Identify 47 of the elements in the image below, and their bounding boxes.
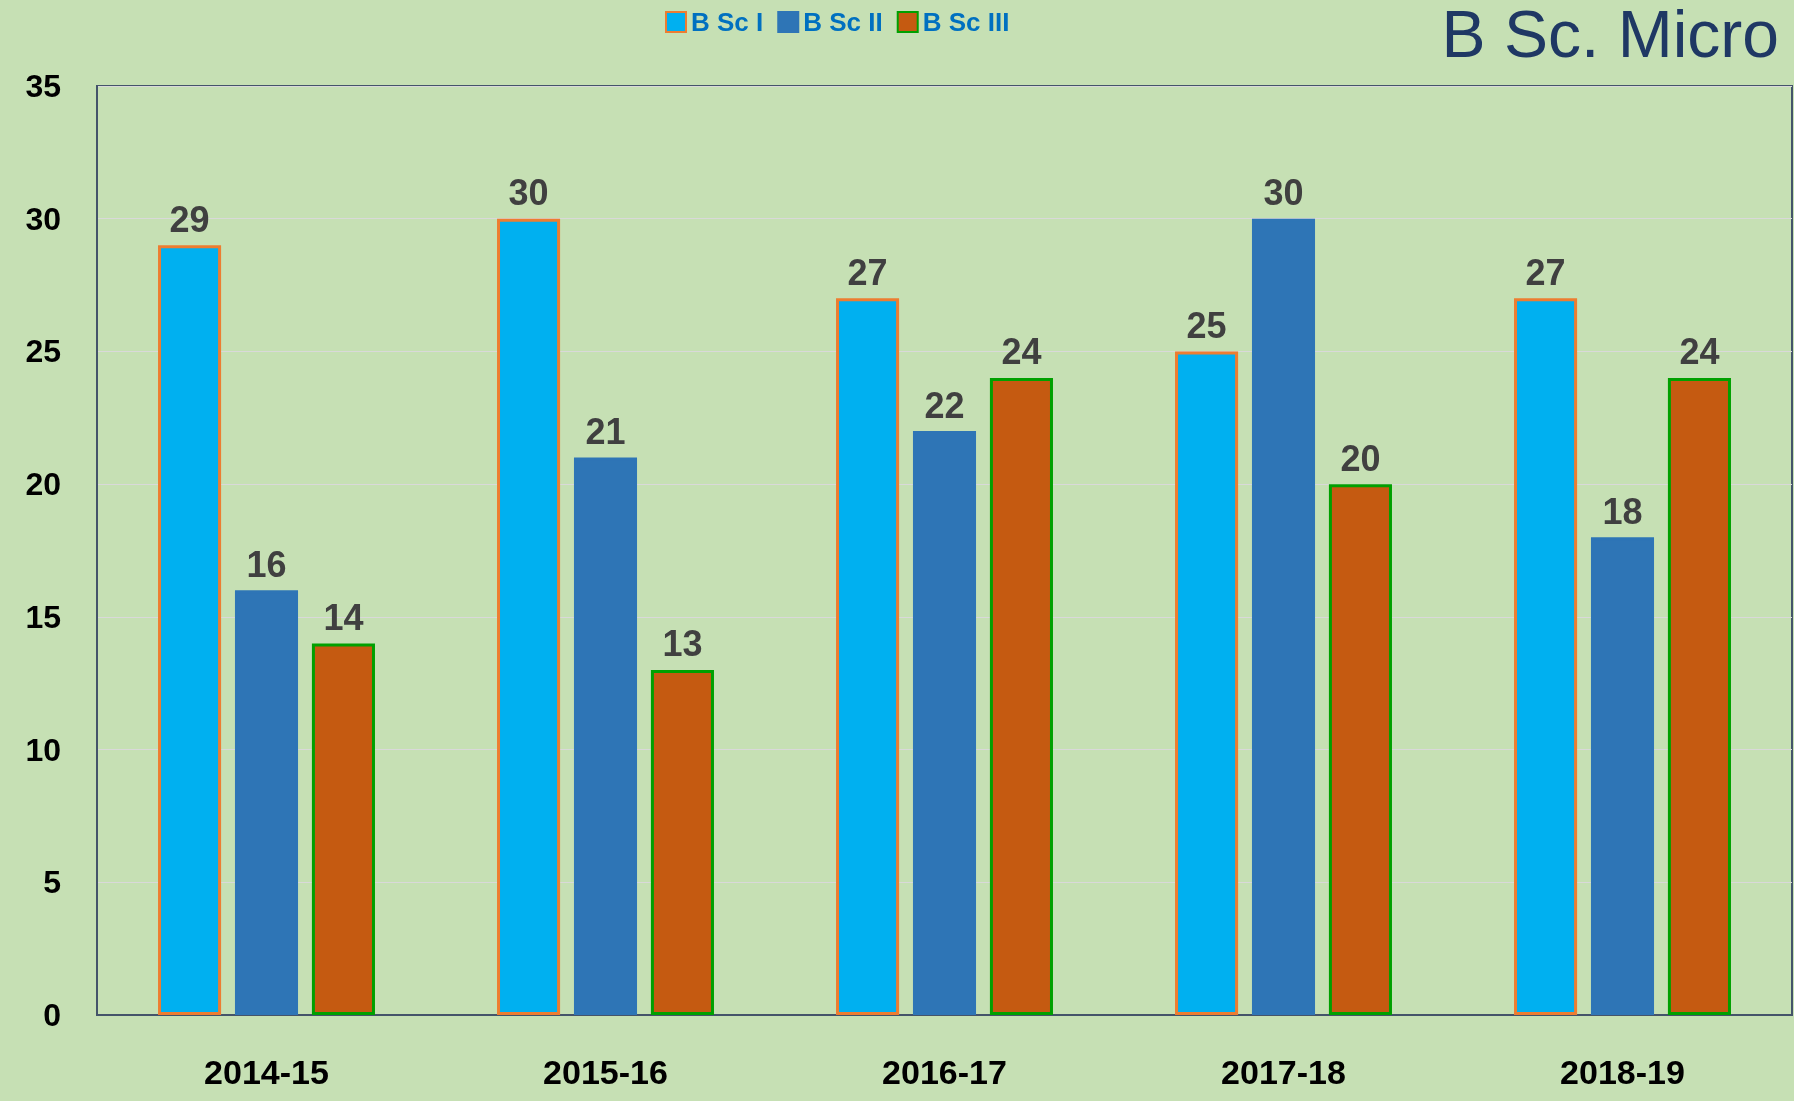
y-tick-label: 25 [25, 333, 61, 370]
bar [1328, 484, 1392, 1015]
y-tick-label: 15 [25, 598, 61, 635]
data-label: 22 [924, 384, 965, 426]
data-label: 21 [585, 411, 626, 453]
data-label: 27 [847, 251, 888, 293]
x-tick-label: 2016-17 [882, 1053, 1007, 1091]
bar [650, 669, 714, 1015]
bar [836, 298, 900, 1015]
bar [497, 218, 561, 1015]
bar [912, 431, 977, 1015]
legend-label: B Sc II [803, 7, 883, 37]
y-tick-label: 35 [25, 68, 61, 104]
x-tick-label: 2018-19 [1560, 1053, 1685, 1091]
data-label: 25 [1186, 304, 1227, 346]
data-label: 16 [246, 543, 287, 585]
bar [1251, 218, 1316, 1015]
bar [1667, 377, 1731, 1015]
data-label: 20 [1340, 437, 1381, 479]
bar [1590, 537, 1655, 1015]
data-label: 14 [323, 596, 364, 638]
data-label: 24 [1679, 331, 1720, 373]
bar [234, 590, 299, 1015]
legend-label: B Sc I [691, 7, 764, 37]
y-tick-label: 10 [25, 731, 61, 768]
y-tick-label: 30 [25, 200, 61, 237]
data-label: 29 [169, 198, 210, 240]
bar [1514, 298, 1578, 1015]
chart-title: B Sc. Micro [1441, 0, 1780, 71]
bar [573, 457, 638, 1015]
y-tick-label: 5 [43, 864, 61, 901]
x-tick-label: 2017-18 [1221, 1053, 1346, 1091]
bar [1175, 351, 1239, 1015]
data-label: 30 [1263, 172, 1304, 214]
data-label: 27 [1525, 251, 1566, 293]
bar [311, 643, 375, 1015]
y-tick-label: 0 [43, 997, 61, 1033]
x-tick-label: 2014-15 [204, 1053, 329, 1091]
legend-label: B Sc III [922, 7, 1010, 37]
data-label: 13 [662, 623, 703, 665]
bar [989, 377, 1053, 1015]
data-label: 18 [1602, 490, 1643, 532]
bar [158, 245, 222, 1015]
y-tick-label: 20 [25, 466, 61, 503]
data-label: 30 [508, 172, 549, 214]
x-tick-label: 2015-16 [543, 1053, 668, 1091]
data-label: 24 [1001, 331, 1042, 373]
